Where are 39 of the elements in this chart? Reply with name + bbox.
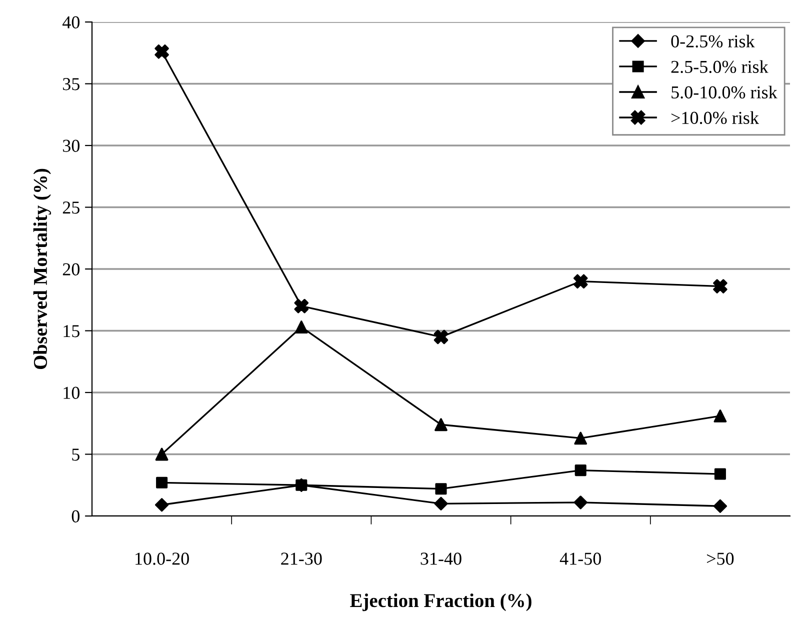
- y-tick-label: 10: [64, 386, 80, 399]
- x-axis-title: Ejection Fraction (%): [350, 593, 532, 612]
- y-axis-title: Observed Mortality (%): [33, 168, 52, 370]
- point: [574, 464, 586, 476]
- point: [154, 44, 169, 59]
- y-tick-label: 0: [72, 510, 80, 522]
- point: [155, 498, 169, 512]
- x-tick-label: 21-30: [281, 552, 322, 565]
- point: [294, 320, 308, 334]
- point: [155, 448, 168, 461]
- x-tick-label: 31-40: [420, 552, 462, 565]
- point: [435, 483, 447, 495]
- point: [573, 274, 588, 289]
- y-tick-label: 35: [63, 78, 80, 90]
- point: [713, 279, 728, 294]
- legend-label: 0-2.5% risk: [671, 34, 755, 48]
- point: [156, 476, 168, 488]
- y-tick-label: 40: [62, 16, 80, 28]
- x-tick-label: 10.0-20: [136, 552, 189, 565]
- legend-label: 2.5-5.0% risk: [671, 60, 768, 74]
- point: [434, 418, 448, 432]
- x-tick-label: >50: [707, 552, 734, 565]
- point: [714, 410, 727, 422]
- point: [574, 496, 588, 510]
- y-tick-label: 5: [72, 448, 80, 461]
- point: [434, 496, 448, 510]
- y-tick-label: 15: [64, 325, 80, 338]
- y-tick-label: 25: [62, 202, 80, 214]
- point: [714, 468, 726, 480]
- y-tick-label: 30: [63, 140, 80, 152]
- point: [574, 432, 588, 445]
- point: [434, 330, 448, 344]
- y-tick-label: 20: [62, 263, 80, 276]
- legend-label: 5.0-10.0% risk: [672, 86, 778, 99]
- point: [296, 479, 308, 491]
- legend-label: >10.0% risk: [671, 111, 759, 124]
- point: [713, 499, 727, 513]
- point: [294, 298, 309, 314]
- x-tick-label: 41-50: [560, 552, 601, 565]
